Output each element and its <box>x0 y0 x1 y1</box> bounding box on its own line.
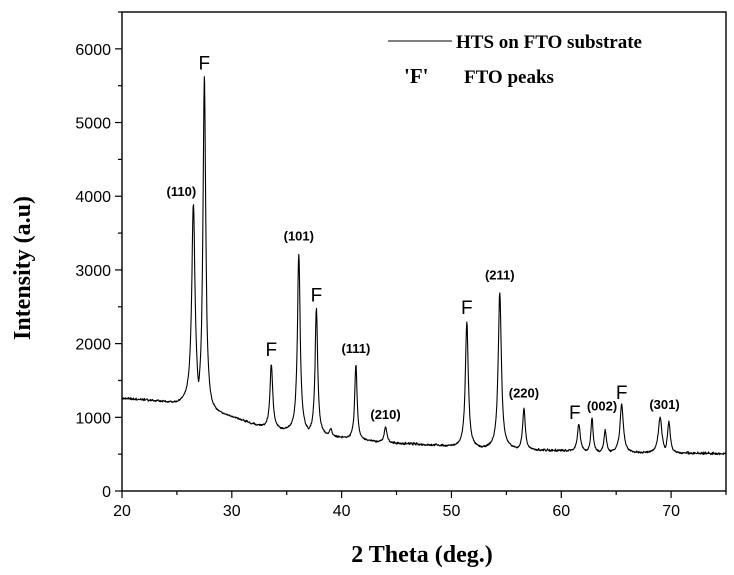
x-tick-label: 70 <box>662 503 680 520</box>
miller-index-label: (220) <box>509 385 539 400</box>
x-tick-label: 60 <box>552 503 570 520</box>
miller-index-label: (101) <box>284 228 314 243</box>
legend-marker-f: 'F' <box>404 64 429 88</box>
y-tick-label: 5000 <box>75 116 111 133</box>
fto-peak-label: F <box>266 340 278 361</box>
fto-peak-label: F <box>199 53 211 74</box>
miller-index-label: (111) <box>341 341 370 356</box>
legend: HTS on FTO substrate 'F' FTO peaks <box>388 32 642 88</box>
y-axis-title: Intensity (a.u) <box>10 196 36 340</box>
series-layer <box>122 77 726 455</box>
x-axis-title: 2 Theta (deg.) <box>351 542 493 568</box>
miller-index-label: (210) <box>370 407 400 422</box>
legend-label-fto: FTO peaks <box>464 67 554 88</box>
y-tick-label: 3000 <box>75 263 111 280</box>
fto-peak-label: F <box>569 403 581 424</box>
fto-peak-label: F <box>616 383 628 404</box>
xrd-series-line <box>122 77 726 455</box>
y-tick-label: 2000 <box>75 337 111 354</box>
fto-peak-label: F <box>311 286 323 307</box>
fto-peak-label: F <box>461 298 473 319</box>
legend-label-series: HTS on FTO substrate <box>456 32 642 53</box>
miller-index-label: (301) <box>649 397 679 412</box>
annotations-layer: (110)FF(101)F(111)(210)F(211)(220)F (002)… <box>167 53 680 423</box>
miller-index-label: (110) <box>167 184 197 199</box>
x-tick-label: 50 <box>443 503 461 520</box>
y-tick-label: 6000 <box>75 42 111 59</box>
miller-index-label: (211) <box>485 268 515 283</box>
y-tick-label: 1000 <box>75 410 111 427</box>
x-tick-label: 30 <box>223 503 241 520</box>
miller-index-label: (002) <box>587 399 617 414</box>
x-tick-label: 40 <box>333 503 351 520</box>
x-tick-label: 20 <box>113 503 131 520</box>
y-tick-label: 0 <box>102 484 111 501</box>
y-tick-label: 4000 <box>75 189 111 206</box>
